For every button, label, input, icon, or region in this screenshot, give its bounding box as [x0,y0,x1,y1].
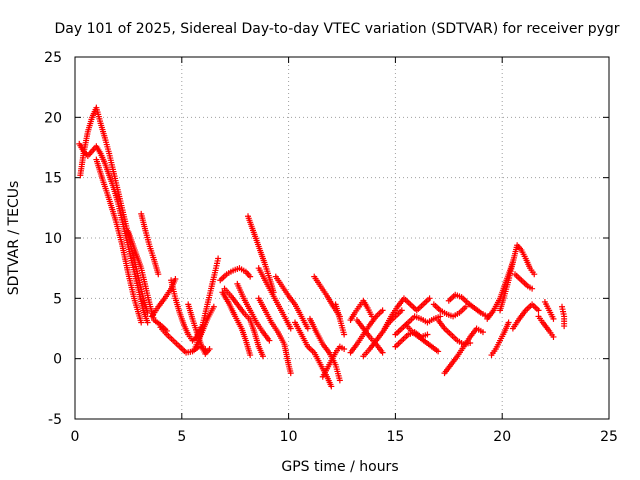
track-15 [245,213,277,296]
data-point [561,323,568,330]
track-10 [191,303,217,353]
track-43 [559,303,568,330]
data-point [328,383,335,390]
x-tick-label: 25 [600,429,618,445]
track-4 [138,210,162,278]
data-point [144,319,151,326]
data-point [535,307,542,314]
y-tick-label: 5 [53,291,62,307]
data-point [550,333,557,340]
track-41 [541,298,557,322]
track-17 [255,295,294,377]
track-24 [347,297,375,324]
chart-title: Day 101 of 2025, Sidereal Day-to-day VTE… [54,21,619,37]
y-tick-label: 15 [44,171,62,187]
data-point [266,337,273,344]
data-point [247,352,254,359]
data-point [287,370,294,377]
data-point [247,273,254,280]
track-31 [403,321,442,355]
track-38 [497,242,538,314]
data-point [398,307,405,314]
track-34 [441,325,486,377]
data-point [341,346,348,353]
y-tick-label: 25 [44,50,62,66]
data-point [259,353,266,360]
x-tick-label: 15 [386,429,404,445]
track-20 [306,315,343,384]
track-40 [512,271,536,292]
track-22 [319,343,348,380]
data-point [287,325,294,332]
track-18 [272,273,311,332]
data-point [426,295,433,302]
data-point [435,348,442,355]
x-tick-label: 0 [71,429,80,445]
x-tick-label: 5 [177,429,186,445]
data-point [462,303,469,310]
track-28 [381,295,433,332]
track-16 [255,265,294,332]
data-point [531,271,538,278]
data-point [206,346,213,353]
data-point [210,303,217,310]
track-37 [488,319,512,359]
data-point [341,331,348,338]
y-tick-label: -5 [48,412,62,428]
track-19 [292,319,335,390]
y-tick-label: 0 [53,352,62,368]
y-tick-label: 20 [44,110,62,126]
x-tick-label: 20 [493,429,511,445]
plot-frame [74,56,610,420]
tick-labels: 0 5 10 15 20 25 -5 0 5 10 15 20 25 [44,50,618,445]
track-1 [76,140,151,326]
data-point [172,276,179,283]
track-12 [221,285,266,360]
data-point [437,313,444,320]
track-13 [219,289,254,359]
data-point [215,255,222,262]
track-27 [353,317,386,356]
data-point [505,319,512,326]
data-points [76,104,568,390]
x-tick-label: 10 [280,429,298,445]
track-2 [93,156,145,326]
track-35 [445,291,491,320]
track-9 [195,255,222,344]
data-point [479,329,486,336]
x-axis-label: GPS time / hours [281,459,398,475]
track-14 [234,280,273,344]
data-point [529,285,536,292]
y-axis-label: SDTVAR / TECUs [6,181,22,296]
data-point [138,319,145,326]
data-point [379,349,386,356]
track-23 [332,301,348,338]
data-point [336,377,343,384]
track-32 [430,301,469,320]
grid-lines [75,57,609,419]
track-39 [509,301,542,332]
track-0 [77,104,151,316]
track-11 [217,265,254,284]
track-42 [535,313,557,340]
data-point [550,315,557,322]
track-30 [392,329,431,350]
data-point [379,307,386,314]
data-point [304,325,311,332]
data-point [424,331,431,338]
data-point [155,271,162,278]
y-tick-label: 10 [44,231,62,247]
